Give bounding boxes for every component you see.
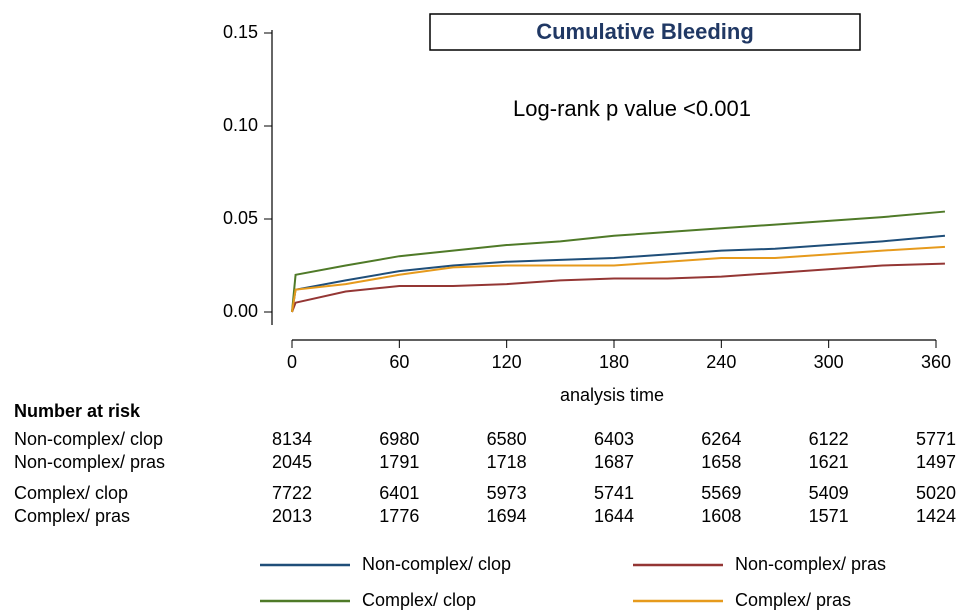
risk-value: 6122: [809, 429, 849, 449]
annotation: Log-rank p value <0.001: [513, 96, 751, 121]
risk-value: 1658: [701, 452, 741, 472]
risk-value: 5020: [916, 483, 956, 503]
risk-value: 1644: [594, 506, 634, 526]
risk-value: 2045: [272, 452, 312, 472]
risk-value: 1497: [916, 452, 956, 472]
y-tick-label: 0.05: [223, 208, 258, 228]
risk-value: 1571: [809, 506, 849, 526]
risk-value: 1621: [809, 452, 849, 472]
y-tick-label: 0.10: [223, 115, 258, 135]
risk-value: 1424: [916, 506, 956, 526]
risk-row-label: Non-complex/ clop: [14, 429, 163, 449]
legend-label: Complex/ clop: [362, 590, 476, 610]
risk-value: 6403: [594, 429, 634, 449]
legend-label: Non-complex/ pras: [735, 554, 886, 574]
risk-value: 5973: [487, 483, 527, 503]
risk-table-title: Number at risk: [14, 401, 141, 421]
x-tick-label: 120: [492, 352, 522, 372]
y-tick-label: 0.15: [223, 22, 258, 42]
series-line: [291, 245, 946, 313]
chart-title: Cumulative Bleeding: [536, 19, 754, 44]
risk-value: 8134: [272, 429, 312, 449]
series-line: [291, 262, 945, 313]
risk-value: 1718: [487, 452, 527, 472]
x-tick-label: 180: [599, 352, 629, 372]
risk-value: 1776: [379, 506, 419, 526]
risk-row-label: Complex/ clop: [14, 483, 128, 503]
risk-value: 1791: [379, 452, 419, 472]
risk-value: 5741: [594, 483, 634, 503]
series-line: [291, 234, 946, 313]
risk-value: 6580: [487, 429, 527, 449]
risk-value: 2013: [272, 506, 312, 526]
risk-row-label: Non-complex/ pras: [14, 452, 165, 472]
risk-value: 1694: [487, 506, 527, 526]
x-tick-label: 0: [287, 352, 297, 372]
x-tick-label: 360: [921, 352, 951, 372]
risk-value: 6401: [379, 483, 419, 503]
risk-value: 1608: [701, 506, 741, 526]
title-box: [429, 13, 861, 51]
x-axis-label: analysis time: [560, 385, 664, 405]
risk-value: 5771: [916, 429, 956, 449]
risk-row-label: Complex/ pras: [14, 506, 130, 526]
risk-value: 5409: [809, 483, 849, 503]
x-tick-label: 300: [814, 352, 844, 372]
risk-value: 5569: [701, 483, 741, 503]
risk-value: 6264: [701, 429, 741, 449]
y-tick-label: 0.00: [223, 301, 258, 321]
legend-label: Non-complex/ clop: [362, 554, 511, 574]
risk-value: 1687: [594, 452, 634, 472]
series-line: [291, 210, 946, 313]
risk-value: 7722: [272, 483, 312, 503]
risk-value: 6980: [379, 429, 419, 449]
legend-label: Complex/ pras: [735, 590, 851, 610]
x-tick-label: 60: [389, 352, 409, 372]
x-tick-label: 240: [706, 352, 736, 372]
